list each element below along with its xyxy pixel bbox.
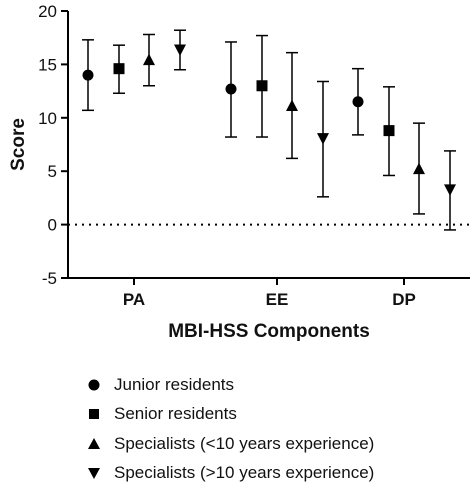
legend-label: Specialists (>10 years experience) bbox=[114, 463, 375, 483]
data-point-triangle-down bbox=[174, 44, 186, 56]
x-axis-title: MBI-HSS Components bbox=[168, 321, 370, 342]
y-tick-label: 20 bbox=[38, 2, 57, 21]
data-point-triangle-up bbox=[143, 53, 155, 66]
legend-item: Specialists (<10 years experience) bbox=[86, 429, 374, 459]
chart: -5 0 5 10 15 20 PA EE DP Score MBI-HSS Componen… bbox=[8, 2, 470, 342]
y-axis: -5 0 5 10 15 20 bbox=[38, 2, 69, 288]
triangle-down-marker-icon bbox=[88, 468, 100, 480]
data-marks bbox=[82, 29, 456, 231]
square-marker-icon bbox=[89, 409, 99, 420]
y-tick-label: 0 bbox=[48, 216, 57, 235]
legend-item: Junior residents bbox=[86, 370, 374, 400]
triangle-up-marker-icon bbox=[88, 437, 100, 449]
legend-label: Senior residents bbox=[114, 404, 237, 424]
legend-label: Junior residents bbox=[114, 374, 235, 394]
legend: Junior residents Senior residents Specia… bbox=[86, 370, 374, 488]
data-point-triangle-up bbox=[413, 162, 425, 175]
data-point-triangle-down bbox=[317, 133, 329, 145]
legend-label: Specialists (<10 years experience) bbox=[114, 433, 375, 453]
legend-item: Senior residents bbox=[86, 400, 374, 430]
x-tick-label: EE bbox=[266, 290, 289, 309]
data-point-square bbox=[256, 80, 268, 92]
data-point-triangle-up bbox=[286, 99, 298, 112]
data-point-circle bbox=[225, 83, 237, 95]
data-point-square bbox=[383, 125, 395, 137]
x-tick-label: PA bbox=[123, 290, 145, 309]
data-point-triangle-down bbox=[444, 184, 456, 196]
y-tick-label: 10 bbox=[38, 109, 57, 128]
x-axis: PA EE DP bbox=[68, 277, 470, 309]
data-point-circle bbox=[352, 96, 364, 108]
y-tick-label: 15 bbox=[38, 55, 57, 74]
circle-marker-icon bbox=[88, 379, 100, 391]
data-point-circle bbox=[82, 69, 94, 81]
y-axis-title: Score bbox=[8, 118, 29, 171]
data-point-square bbox=[113, 63, 125, 75]
legend-item: Specialists (>10 years experience) bbox=[86, 459, 374, 489]
y-tick-label: -5 bbox=[42, 269, 57, 288]
x-tick-label: DP bbox=[392, 290, 416, 309]
y-tick-label: 5 bbox=[48, 162, 57, 181]
